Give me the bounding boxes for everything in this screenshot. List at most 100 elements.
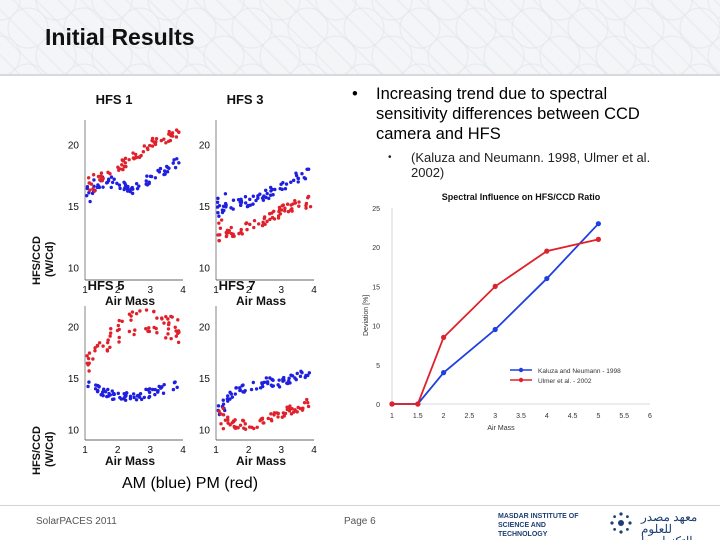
am-point bbox=[86, 384, 90, 389]
am-point bbox=[107, 391, 111, 396]
x-tick-label: 3 bbox=[148, 445, 154, 456]
am-point bbox=[122, 187, 126, 192]
panel-title: HFS 7 bbox=[219, 278, 256, 293]
pm-point bbox=[240, 232, 244, 236]
series-point bbox=[441, 334, 447, 340]
pm-point bbox=[217, 238, 221, 243]
pm-point bbox=[160, 317, 164, 321]
pm-point bbox=[106, 170, 110, 175]
am-point bbox=[294, 377, 298, 382]
pm-point bbox=[154, 140, 158, 144]
pm-point bbox=[91, 173, 96, 177]
am-point bbox=[242, 390, 246, 394]
am-point bbox=[221, 398, 225, 402]
chart-x-tick-label: 4 bbox=[545, 413, 549, 420]
y-tick-label: 15 bbox=[199, 374, 211, 385]
am-point bbox=[269, 189, 273, 193]
am-point bbox=[307, 371, 312, 375]
am-point bbox=[106, 387, 110, 392]
am-point bbox=[104, 181, 109, 185]
pm-point bbox=[283, 206, 287, 210]
pm-point bbox=[283, 411, 288, 416]
pm-point bbox=[233, 418, 237, 422]
pm-point bbox=[239, 227, 243, 232]
pm-point bbox=[116, 323, 121, 328]
am-point bbox=[135, 186, 140, 191]
pm-point bbox=[221, 413, 226, 417]
pm-point bbox=[276, 415, 280, 419]
pm-point bbox=[226, 418, 230, 422]
am-point bbox=[245, 204, 250, 209]
am-point bbox=[123, 395, 127, 399]
pm-point bbox=[290, 209, 294, 213]
pm-point bbox=[92, 189, 97, 193]
pm-point bbox=[279, 208, 284, 212]
legend-entry: Kaluza and Neumann - 1998 bbox=[538, 368, 621, 375]
pm-point bbox=[289, 203, 293, 207]
am-point bbox=[142, 395, 147, 400]
y-tick-label: 20 bbox=[199, 141, 211, 152]
am-point bbox=[153, 387, 157, 392]
x-tick-label: 3 bbox=[148, 285, 154, 296]
pm-point bbox=[120, 167, 125, 172]
am-point bbox=[226, 394, 230, 398]
pm-point bbox=[174, 135, 179, 139]
am-point bbox=[271, 193, 275, 197]
pm-point bbox=[87, 351, 92, 355]
pm-point bbox=[227, 229, 231, 233]
logo-arabic-text: معهد مصدر للعلوم والتكنولوجيا bbox=[641, 510, 698, 540]
pm-point bbox=[159, 138, 164, 143]
pm-point bbox=[173, 325, 177, 330]
pm-point bbox=[88, 188, 92, 192]
am-point bbox=[112, 177, 116, 181]
am-point bbox=[287, 376, 291, 381]
pm-point bbox=[146, 329, 150, 333]
x-tick-label: 3 bbox=[279, 445, 285, 456]
x-tick-label: 4 bbox=[180, 445, 186, 456]
pm-point bbox=[176, 340, 181, 345]
pm-point bbox=[224, 233, 229, 238]
am-point bbox=[157, 384, 161, 389]
am-point bbox=[87, 191, 91, 195]
pm-point bbox=[256, 222, 261, 226]
pm-point bbox=[245, 227, 249, 232]
pm-point bbox=[260, 416, 265, 420]
pm-point bbox=[244, 221, 249, 225]
scatter-panel-2: HFS 3 1 2 3 4 10 15 20 Air Mass bbox=[199, 92, 317, 308]
pm-point bbox=[152, 309, 156, 314]
am-point bbox=[238, 388, 242, 393]
am-point bbox=[304, 373, 308, 378]
pm-point bbox=[219, 412, 223, 416]
am-point bbox=[147, 390, 152, 395]
pm-point bbox=[138, 309, 142, 313]
pm-point bbox=[105, 348, 109, 352]
footer-conference: SolarPACES 2011 bbox=[36, 516, 117, 527]
pm-point bbox=[95, 343, 100, 348]
pm-point bbox=[229, 225, 233, 230]
y-axis-label-2: HFS/CCD (W/Cd) bbox=[31, 426, 56, 475]
am-point bbox=[147, 180, 151, 184]
x-tick-label: 4 bbox=[180, 285, 186, 296]
pm-point bbox=[302, 400, 307, 405]
am-point bbox=[171, 161, 175, 165]
x-tick-label: 4 bbox=[311, 285, 317, 296]
pm-point bbox=[221, 426, 226, 431]
am-point bbox=[298, 374, 303, 379]
am-point bbox=[161, 391, 166, 395]
pm-point bbox=[87, 181, 91, 185]
pm-point bbox=[262, 216, 267, 221]
am-point bbox=[273, 187, 277, 192]
pm-point bbox=[85, 354, 89, 358]
am-point bbox=[236, 197, 241, 202]
pm-point bbox=[150, 144, 155, 148]
masdar-logo: MASDAR INSTITUTE OF SCIENCE AND TECHNOLO… bbox=[498, 510, 708, 540]
pm-point bbox=[87, 369, 91, 373]
y-axis-label-1: HFS/CCD (W/Cd) bbox=[31, 236, 56, 285]
am-point bbox=[101, 393, 105, 398]
x-axis-label: Air Mass bbox=[105, 454, 155, 468]
x-tick-label: 3 bbox=[279, 285, 285, 296]
am-point bbox=[128, 396, 133, 401]
y-axis-label-line1: HFS/CCD bbox=[31, 426, 43, 475]
